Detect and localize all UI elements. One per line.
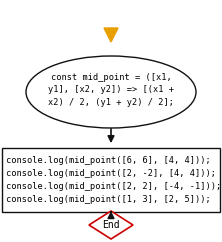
Text: End: End (102, 220, 120, 230)
Text: const mid_point = ([x1,
y1], [x2, y2]) => [(x1 +
x2) / 2, (y1 + y2) / 2];: const mid_point = ([x1, y1], [x2, y2]) =… (48, 73, 174, 107)
Polygon shape (89, 211, 133, 239)
Polygon shape (104, 28, 118, 42)
Text: console.log(mid_point([6, 6], [4, 4]));
console.log(mid_point([2, -2], [4, 4]));: console.log(mid_point([6, 6], [4, 4])); … (6, 156, 221, 204)
FancyBboxPatch shape (2, 148, 220, 212)
Ellipse shape (26, 56, 196, 128)
